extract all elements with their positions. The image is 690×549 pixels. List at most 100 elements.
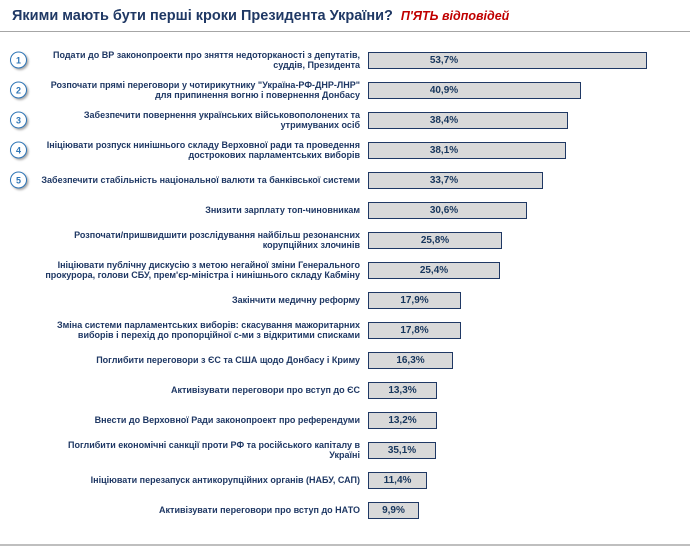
- category-cell: Закінчити медичну реформу: [0, 285, 368, 315]
- value-label: 11,4%: [383, 474, 412, 486]
- bar-cell: 9,9%: [368, 495, 690, 525]
- category-label: Поглибити переговори з ЄС та США щодо До…: [96, 354, 360, 365]
- category-cell: Розпочати/пришвидшити розслідування найб…: [0, 225, 368, 255]
- value-label: 16,3%: [396, 354, 425, 366]
- category-label: Забезпечити стабільність національної ва…: [41, 174, 360, 185]
- bar: 11,4%: [368, 471, 427, 489]
- category-cell: 2 Розпочати прямі переговори у чотирикут…: [0, 75, 368, 105]
- bar: 35,1%: [368, 441, 436, 459]
- category-cell: Внести до Верховної Ради законопроект пр…: [0, 405, 368, 435]
- value-label: 40,9%: [429, 84, 459, 96]
- value-label: 33,7%: [429, 174, 459, 186]
- chart-header: Якими мають бути перші кроки Президента …: [0, 0, 690, 32]
- category-label: Зміна системи парламентських виборів: ск…: [56, 319, 360, 341]
- bar: 9,9%: [368, 501, 419, 519]
- bar: 25,8%: [368, 231, 502, 249]
- chart-row: Активізувати переговори про вступ до ЄС …: [0, 375, 690, 405]
- value-label: 13,3%: [388, 384, 417, 396]
- category-cell: Активізувати переговори про вступ до НАТ…: [0, 495, 368, 525]
- category-cell: Ініціювати перезапуск антикорупційних ор…: [0, 465, 368, 495]
- bar: 16,3%: [368, 351, 453, 369]
- category-label: Розпочати/пришвидшити розслідування найб…: [74, 229, 360, 251]
- bar: 30,6%: [368, 201, 527, 219]
- bar-cell: 40,9%: [368, 75, 690, 105]
- category-cell: Ініціювати публічну дискусію з метою нег…: [0, 255, 368, 285]
- bar-cell: 16,3%: [368, 345, 690, 375]
- bar: 17,8%: [368, 321, 461, 339]
- category-cell: Поглибити переговори з ЄС та США щодо До…: [0, 345, 368, 375]
- category-cell: 3 Забезпечити повернення українських вій…: [0, 105, 368, 135]
- bar-cell: 17,9%: [368, 285, 690, 315]
- value-label: 9,9%: [382, 504, 405, 516]
- value-label: 53,7%: [429, 54, 459, 66]
- value-label: 25,4%: [419, 264, 449, 276]
- bar-cell: 35,1%: [368, 435, 690, 465]
- category-cell: Активізувати переговори про вступ до ЄС: [0, 375, 368, 405]
- category-cell: Зміна системи парламентських виборів: ск…: [0, 315, 368, 345]
- chart-row: Внести до Верховної Ради законопроект пр…: [0, 405, 690, 435]
- category-cell: Поглибити економічні санкції проти РФ та…: [0, 435, 368, 465]
- chart-subtitle: П'ЯТЬ відповідей: [400, 9, 510, 23]
- category-label: Знизити зарплату топ-чиновникам: [205, 204, 360, 215]
- chart-row: 5 Забезпечити стабільність національної …: [0, 165, 690, 195]
- chart-row: Зміна системи парламентських виборів: ск…: [0, 315, 690, 345]
- value-label: 17,8%: [400, 324, 429, 336]
- bar: 38,1%: [368, 141, 566, 159]
- chart-row: Закінчити медичну реформу 17,9%: [0, 285, 690, 315]
- category-label: Закінчити медичну реформу: [231, 294, 360, 305]
- bar-cell: 38,1%: [368, 135, 690, 165]
- category-label: Поглибити економічні санкції проти РФ та…: [67, 439, 360, 461]
- chart-row: Ініціювати перезапуск антикорупційних ор…: [0, 465, 690, 495]
- bar: 38,4%: [368, 111, 568, 129]
- bar-cell: 13,3%: [368, 375, 690, 405]
- bar-cell: 33,7%: [368, 165, 690, 195]
- value-label: 25,8%: [420, 234, 450, 246]
- category-label: Активізувати переговори про вступ до ЄС: [170, 384, 360, 395]
- bar: 25,4%: [368, 261, 500, 279]
- rank-badge: 3: [10, 111, 27, 129]
- bar: 13,2%: [368, 411, 437, 429]
- category-cell: 1 Подати до ВР законопроекти про зняття …: [0, 45, 368, 75]
- category-label: Забезпечити повернення українських війсь…: [83, 109, 360, 131]
- category-cell: Знизити зарплату топ-чиновникам: [0, 195, 368, 225]
- bar: 53,7%: [368, 51, 647, 69]
- category-cell: 4 Ініціювати розпуск нинішнього складу В…: [0, 135, 368, 165]
- category-cell: 5 Забезпечити стабільність національної …: [0, 165, 368, 195]
- value-label: 38,4%: [429, 114, 459, 126]
- rank-badge: 1: [10, 51, 27, 69]
- chart-title: Якими мають бути перші кроки Президента …: [12, 8, 393, 24]
- category-label: Активізувати переговори про вступ до НАТ…: [159, 504, 360, 515]
- bar-cell: 25,8%: [368, 225, 690, 255]
- bottom-divider: [0, 544, 690, 546]
- bar-cell: 25,4%: [368, 255, 690, 285]
- bar-cell: 13,2%: [368, 405, 690, 435]
- rank-badge: 5: [10, 171, 27, 189]
- category-label: Ініціювати розпуск нинішнього складу Вер…: [46, 139, 360, 161]
- bar: 13,3%: [368, 381, 437, 399]
- chart-row: Ініціювати публічну дискусію з метою нег…: [0, 255, 690, 285]
- bar-cell: 30,6%: [368, 195, 690, 225]
- bar-cell: 53,7%: [368, 45, 690, 75]
- category-label: Внести до Верховної Ради законопроект пр…: [94, 414, 360, 425]
- chart-body: 1 Подати до ВР законопроекти про зняття …: [0, 32, 690, 525]
- value-label: 17,9%: [400, 294, 429, 306]
- value-label: 30,6%: [429, 204, 459, 216]
- rank-badge: 4: [10, 141, 27, 159]
- value-label: 38,1%: [429, 144, 459, 156]
- bar-cell: 17,8%: [368, 315, 690, 345]
- chart-row: Поглибити переговори з ЄС та США щодо До…: [0, 345, 690, 375]
- category-label: Ініціювати перезапуск антикорупційних ор…: [90, 474, 360, 485]
- chart-row: 2 Розпочати прямі переговори у чотирикут…: [0, 75, 690, 105]
- chart-row: 3 Забезпечити повернення українських вій…: [0, 105, 690, 135]
- value-label: 13,2%: [388, 414, 417, 426]
- bar: 40,9%: [368, 81, 581, 99]
- chart-row: 1 Подати до ВР законопроекти про зняття …: [0, 45, 690, 75]
- bar: 33,7%: [368, 171, 543, 189]
- bar-cell: 38,4%: [368, 105, 690, 135]
- chart-row: Знизити зарплату топ-чиновникам 30,6%: [0, 195, 690, 225]
- bar: 17,9%: [368, 291, 461, 309]
- chart-row: Поглибити економічні санкції проти РФ та…: [0, 435, 690, 465]
- chart-row: 4 Ініціювати розпуск нинішнього складу В…: [0, 135, 690, 165]
- chart-row: Активізувати переговори про вступ до НАТ…: [0, 495, 690, 525]
